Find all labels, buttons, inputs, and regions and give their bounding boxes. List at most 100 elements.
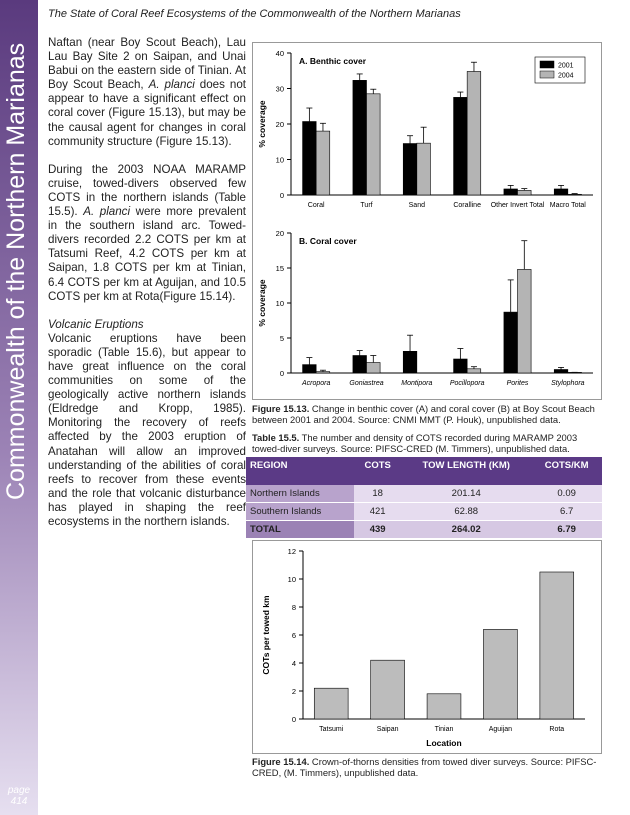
- bar: [366, 362, 381, 374]
- y-tick-label: 6: [292, 631, 296, 640]
- chart-title: B. Coral cover: [299, 236, 357, 246]
- bar: [352, 355, 367, 374]
- chart-title: A. Benthic cover: [299, 56, 367, 66]
- cell: Northern Islands: [246, 485, 355, 503]
- y-axis-label: % coverage: [257, 100, 267, 148]
- bar: [352, 80, 367, 196]
- bar: [567, 193, 582, 196]
- header-cell: REGION: [246, 457, 355, 485]
- x-tick-label: Other Invert Total: [491, 202, 545, 209]
- table-caption: Table 15.5. The number and density of CO…: [252, 432, 600, 454]
- figure-box: 0 2 4 6 8 10 12 COTs per towed km Location Tatsum…: [252, 540, 602, 754]
- paragraph: Volcanic eruptions have been sporadic (T…: [48, 332, 246, 529]
- y-axis-label: COTs per towed km: [261, 595, 271, 675]
- bar: [553, 188, 569, 196]
- y-tick-label: 10: [276, 299, 284, 308]
- x-axis-label: Location: [426, 738, 461, 748]
- text: does not appear to have a significant ef…: [48, 78, 247, 148]
- species: A. planci: [83, 205, 131, 219]
- y-tick-label: 2: [292, 687, 296, 696]
- y-tick-label: 10: [276, 156, 284, 165]
- cell: 421: [354, 502, 402, 521]
- bar: [402, 143, 418, 196]
- sidebar-title: Commonwealth of the Northern Marianas: [2, 42, 30, 500]
- bar: [366, 93, 381, 196]
- figure-caption: Figure 15.14. Crown-of-thorns densities …: [252, 756, 600, 778]
- bar: [402, 351, 418, 374]
- cell: 6.79: [531, 520, 602, 539]
- chart: 0 5 10 15 20 B. Coral cover % coverage Acropora…: [257, 229, 593, 387]
- x-tick-label: Coralline: [453, 202, 481, 209]
- y-tick-label: 20: [276, 229, 284, 238]
- x-tick-label: Porites: [507, 380, 529, 387]
- table: REGION COTS TOW LENGTH (KM) COTS/KM Northern…: [246, 457, 602, 539]
- bar: [503, 311, 518, 374]
- row: TOTAL 439 264.02 6.79: [246, 520, 602, 539]
- cell: Southern Islands: [246, 502, 355, 521]
- x-tick-label: Stylophora: [551, 380, 585, 387]
- header-cell: COTS: [354, 457, 402, 485]
- caption-text: The number and density of COTS recorded …: [252, 432, 578, 454]
- caption-label: Figure 15.13.: [252, 403, 310, 414]
- header-cell: COTS/KM: [531, 457, 602, 485]
- bar: [416, 142, 431, 196]
- x-tick-label: Turf: [360, 202, 372, 209]
- cell: 6.7: [531, 502, 602, 521]
- bar: [313, 687, 349, 720]
- x-tick-label: Macro Total: [550, 202, 586, 209]
- text: During the 2003 NOAA MARAMP cruise, towe…: [48, 162, 246, 219]
- legend-swatch: [539, 60, 555, 69]
- row: Northern Islands 18 201.14 0.09: [246, 485, 602, 503]
- sidebar: Commonwealth of the Northern Marianas pa…: [0, 0, 38, 815]
- y-axis-label: % coverage: [257, 279, 267, 327]
- x-tick-label: Coral: [308, 202, 325, 209]
- y-tick-label: 8: [292, 603, 296, 612]
- bar: [503, 188, 518, 196]
- cell: 18: [354, 485, 402, 503]
- bar: [453, 97, 468, 196]
- bar: [553, 369, 569, 374]
- figure-caption: Figure 15.13. Change in benthic cover (A…: [252, 403, 600, 425]
- row: Southern Islands 421 62.88 6.7: [246, 502, 602, 521]
- running-header: The State of Coral Reef Ecosystems of th…: [48, 8, 461, 20]
- legend-label: 2004: [558, 73, 574, 80]
- y-tick-label: 0: [292, 715, 296, 724]
- cell: 201.14: [401, 485, 532, 503]
- y-tick-label: 20: [276, 120, 284, 129]
- x-tick-label: Saipan: [377, 726, 399, 733]
- y-tick-label: 30: [276, 85, 284, 94]
- page-label: page: [7, 785, 31, 796]
- y-tick-label: 4: [292, 659, 296, 668]
- bar: [426, 693, 462, 720]
- bar: [539, 571, 575, 720]
- y-tick-label: 0: [280, 369, 284, 378]
- x-tick-label: Acropora: [301, 380, 331, 387]
- bar: [517, 190, 532, 196]
- x-tick-label: Goniastrea: [349, 380, 383, 387]
- text: were more prevalent in the southern isla…: [48, 205, 246, 303]
- cell: 439: [354, 520, 402, 539]
- figure-box: 0 10 20 30 40 A. Benthic cover % coverage Coral…: [252, 42, 602, 400]
- y-tick-label: 40: [276, 49, 284, 58]
- cell: 62.88: [401, 502, 532, 521]
- y-tick-label: 10: [288, 575, 296, 584]
- paragraph: During the 2003 NOAA MARAMP cruise, towe…: [48, 163, 246, 304]
- x-tick-label: Sand: [409, 202, 425, 209]
- y-tick-label: 15: [276, 264, 284, 273]
- bar: [453, 358, 468, 374]
- text: Naftan (near Boy Scout Beach), Lau Lau B…: [48, 36, 246, 92]
- bar: [370, 659, 405, 720]
- bar: [466, 368, 482, 374]
- header-row: REGION COTS TOW LENGTH (KM) COTS/KM: [246, 457, 602, 485]
- legend-label: 2001: [558, 63, 574, 70]
- bar: [517, 269, 532, 374]
- bar: [315, 371, 331, 374]
- bar: [302, 364, 317, 374]
- x-tick-label: Aguijan: [489, 726, 512, 733]
- caption-text: Change in benthic cover (A) and coral co…: [252, 403, 595, 425]
- bar: [302, 121, 317, 196]
- y-tick-label: 0: [280, 191, 284, 200]
- bar: [315, 130, 331, 196]
- x-tick-label: Tatsumi: [319, 726, 344, 733]
